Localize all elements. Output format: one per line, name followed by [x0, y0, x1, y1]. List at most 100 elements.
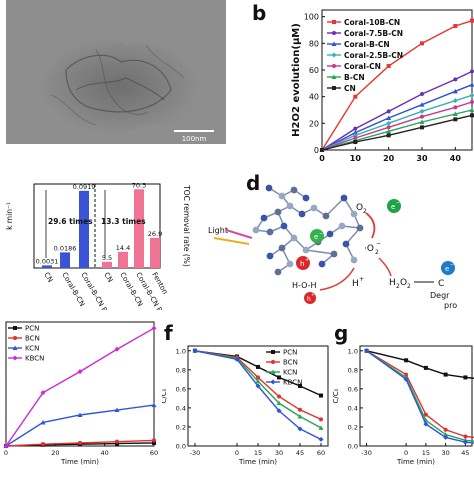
x-axis-label: Time (min): [238, 458, 277, 466]
x-tick-label: 0: [235, 449, 239, 457]
series-line: [367, 351, 474, 380]
scale-bar-label: 100nm: [182, 135, 207, 143]
y-tick-label: 20: [309, 119, 319, 128]
electron-transfer-sup: −: [396, 200, 400, 206]
data-point: [319, 437, 324, 442]
y-tick-label: 80: [309, 39, 319, 48]
h2o2-label: H: [389, 278, 396, 288]
legend-marker: [332, 64, 336, 68]
atom: [275, 209, 282, 216]
tem-micrograph: 100nm: [6, 0, 226, 144]
reduction-arrow: [366, 213, 374, 238]
legend-label: B-CN: [344, 73, 365, 82]
x-tick-label: -30: [190, 449, 201, 457]
data-point: [420, 115, 424, 119]
atom: [311, 205, 318, 212]
atom: [267, 229, 274, 236]
superoxide-label: ·O: [364, 244, 374, 254]
atom: [291, 235, 298, 242]
legend-marker: [13, 336, 17, 340]
bond: [326, 198, 344, 216]
data-point: [320, 148, 324, 152]
data-point: [453, 77, 457, 81]
light-ray: [214, 238, 249, 244]
x-tick-label: 40: [101, 449, 109, 457]
category-label: CN: [102, 271, 114, 284]
legend-marker: [332, 31, 336, 35]
legend-label: PCN: [283, 349, 297, 357]
bar-toc: [118, 252, 128, 268]
atom: [266, 185, 273, 192]
y-axis-label: H2O2 evolution(μM): [291, 23, 302, 137]
annotation: 29.6 times: [48, 217, 93, 226]
data-point: [453, 105, 457, 109]
data-point: [470, 69, 474, 73]
data-point: [78, 441, 82, 445]
series-line: [195, 351, 321, 440]
y-tick-label: 0.6: [176, 385, 186, 393]
x-tick-label: 0: [4, 449, 8, 457]
atom: [267, 253, 274, 260]
y-tick-label: 40: [309, 93, 319, 102]
legend-marker: [332, 20, 336, 24]
x-tick-label: 45: [461, 449, 469, 457]
series-line: [322, 102, 472, 150]
panel-f-letter: f: [164, 321, 173, 345]
series-line: [367, 351, 474, 439]
x-axis-label: Time (min): [60, 458, 99, 466]
electron-transfer-label: e: [391, 203, 395, 211]
y-tick-label: 0.4: [176, 404, 186, 412]
data-point: [420, 125, 424, 129]
atom: [261, 215, 268, 222]
proton-arrow: [320, 268, 354, 290]
series-line: [367, 351, 474, 444]
panel-d-letter: d: [246, 171, 260, 195]
x-tick-label: 20: [51, 449, 59, 457]
legend-marker: [332, 53, 337, 58]
atom: [357, 225, 364, 232]
y-tick-label: 1.0: [176, 347, 186, 355]
x-tick-label: 15: [422, 449, 430, 457]
data-point: [470, 19, 474, 23]
y-tick-label: 0.0: [348, 443, 358, 451]
atom: [339, 223, 346, 230]
electron-icon-label: e: [314, 233, 318, 241]
legend-marker: [271, 360, 275, 364]
y-tick-label: 0.2: [348, 423, 358, 431]
proton-label: H: [352, 279, 359, 289]
mechanism-diagram: d Light e − h + O 2 e − ·O 2 − H 2 O 2 e…: [194, 168, 474, 310]
bar-toc: [150, 238, 160, 268]
bar-rate: [79, 191, 89, 268]
legend-label: PCN: [25, 325, 39, 333]
panel-g-letter: g: [334, 321, 348, 345]
series-line: [367, 351, 474, 442]
data-point: [404, 358, 408, 362]
legend-label: Coral-CN: [344, 62, 381, 71]
water-label: H-O-H: [292, 281, 317, 290]
bar-value-label: 0.0919: [73, 183, 96, 191]
atom: [351, 257, 358, 264]
bar-toc: [102, 262, 112, 268]
data-point: [277, 394, 281, 398]
light-arrow: [226, 230, 252, 238]
data-point: [453, 24, 457, 28]
products-label: pro: [444, 301, 457, 310]
hole-icon-sup: +: [305, 257, 309, 263]
hole-icon-label: h: [300, 260, 304, 268]
bond: [306, 250, 334, 254]
data-point: [470, 82, 474, 87]
legend-marker: [13, 326, 17, 330]
plot-frame: [188, 346, 328, 446]
atom: [323, 213, 330, 220]
atom: [327, 231, 334, 238]
legend-label: Coral-2.5B-CN: [344, 51, 403, 60]
bar-rate: [42, 265, 52, 268]
y-tick-label: 0.2: [176, 423, 186, 431]
data-point: [420, 41, 424, 45]
legend-label: KCN: [283, 369, 297, 377]
y-axis-label-right: TOC removal rate (%): [182, 184, 191, 267]
